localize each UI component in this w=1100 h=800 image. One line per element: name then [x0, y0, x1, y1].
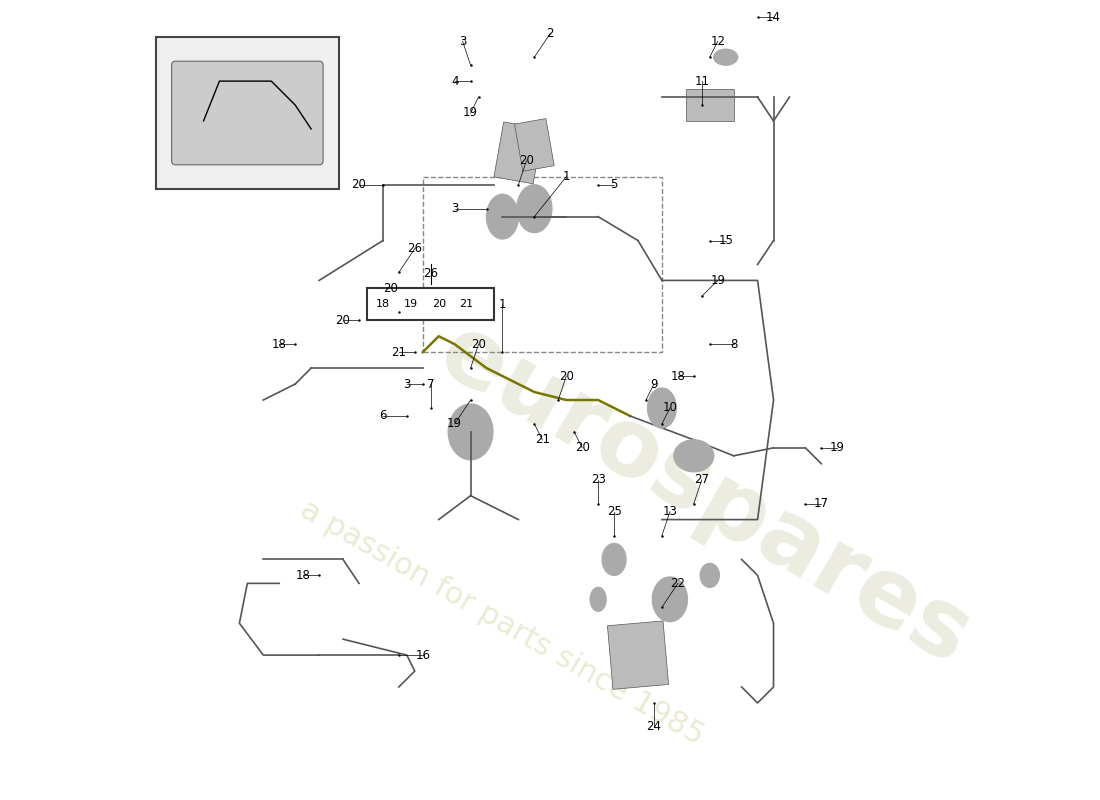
Text: 24: 24 — [647, 720, 661, 734]
Ellipse shape — [674, 440, 714, 472]
Text: 8: 8 — [730, 338, 737, 350]
Text: 18: 18 — [272, 338, 287, 350]
Text: 10: 10 — [662, 402, 678, 414]
Text: 18: 18 — [376, 299, 389, 310]
Ellipse shape — [701, 563, 719, 587]
Ellipse shape — [486, 194, 518, 239]
Text: 19: 19 — [404, 299, 418, 310]
Bar — [422, 177, 662, 352]
Text: 20: 20 — [559, 370, 574, 382]
Text: 21: 21 — [460, 299, 474, 310]
Text: 20: 20 — [519, 154, 534, 167]
Text: 19: 19 — [447, 418, 462, 430]
Text: 23: 23 — [591, 474, 606, 486]
Text: 6: 6 — [379, 410, 386, 422]
Ellipse shape — [714, 50, 738, 65]
Ellipse shape — [602, 543, 626, 575]
Text: 21: 21 — [535, 434, 550, 446]
Ellipse shape — [652, 577, 688, 622]
Text: 5: 5 — [610, 178, 618, 191]
Bar — [494, 122, 543, 184]
Bar — [607, 621, 669, 690]
Text: 3: 3 — [403, 378, 410, 390]
Text: 20: 20 — [384, 282, 398, 295]
Text: 19: 19 — [829, 442, 845, 454]
Text: 20: 20 — [336, 314, 351, 326]
Text: 12: 12 — [711, 34, 725, 48]
Ellipse shape — [517, 185, 552, 233]
Text: 18: 18 — [296, 569, 310, 582]
Bar — [367, 288, 495, 320]
Text: a passion for parts since 1985: a passion for parts since 1985 — [295, 495, 710, 751]
Text: 20: 20 — [431, 299, 446, 310]
Bar — [685, 89, 734, 121]
Ellipse shape — [648, 388, 676, 428]
Text: 21: 21 — [392, 346, 406, 358]
Text: 7: 7 — [427, 378, 434, 390]
Text: 15: 15 — [718, 234, 733, 247]
Text: 1: 1 — [562, 170, 570, 183]
Text: eurospares: eurospares — [422, 306, 986, 685]
Ellipse shape — [591, 587, 606, 611]
Text: 3: 3 — [459, 34, 466, 48]
Text: 17: 17 — [814, 497, 829, 510]
Text: 26: 26 — [407, 242, 422, 255]
Text: 11: 11 — [694, 74, 710, 88]
Text: 20: 20 — [352, 178, 366, 191]
Text: 16: 16 — [415, 649, 430, 662]
Text: 18: 18 — [670, 370, 685, 382]
Text: 25: 25 — [606, 505, 621, 518]
Ellipse shape — [449, 404, 493, 460]
Text: 20: 20 — [471, 338, 486, 350]
Text: 3: 3 — [451, 202, 459, 215]
Text: 1: 1 — [498, 298, 506, 311]
Text: 14: 14 — [766, 11, 781, 24]
Text: 22: 22 — [670, 577, 685, 590]
FancyBboxPatch shape — [172, 61, 323, 165]
Bar — [515, 118, 554, 171]
Text: 20: 20 — [575, 442, 590, 454]
FancyBboxPatch shape — [156, 38, 339, 189]
Text: 19: 19 — [463, 106, 478, 119]
Text: 4: 4 — [451, 74, 459, 88]
Text: 27: 27 — [694, 474, 710, 486]
Text: 2: 2 — [547, 26, 554, 40]
Text: 9: 9 — [650, 378, 658, 390]
Text: 13: 13 — [662, 505, 678, 518]
Text: 26: 26 — [424, 267, 438, 281]
Text: 19: 19 — [711, 274, 725, 287]
